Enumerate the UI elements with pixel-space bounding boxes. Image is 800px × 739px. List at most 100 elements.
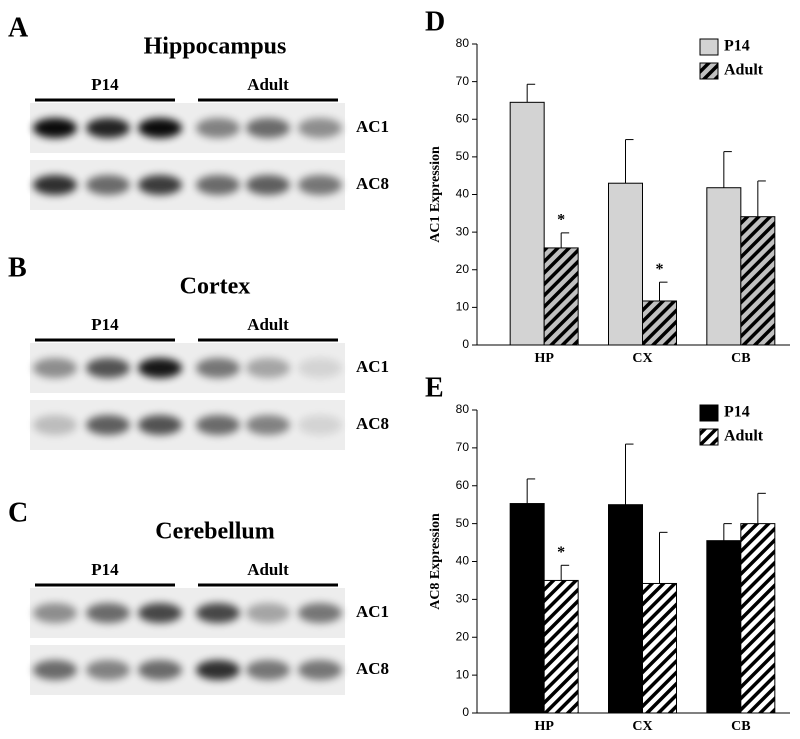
blot-band — [138, 358, 182, 378]
blot-strip — [30, 400, 345, 450]
row-label: AC1 — [356, 117, 389, 136]
blot-band — [298, 175, 342, 195]
significance-star: * — [557, 212, 565, 229]
blot-band — [86, 415, 130, 435]
y-axis-label: AC1 Expression — [428, 146, 443, 243]
panel-label: B — [8, 252, 27, 283]
blot-band — [86, 660, 130, 680]
row-label: AC8 — [356, 414, 389, 433]
bar — [706, 540, 742, 714]
blot-band — [138, 415, 182, 435]
row-label: AC1 — [356, 602, 389, 621]
blot-band — [196, 358, 240, 378]
blot-band — [298, 118, 342, 138]
blot-title: Cortex — [180, 274, 251, 300]
bar — [509, 503, 545, 714]
y-tick-label: 60 — [456, 111, 470, 125]
blot-band — [138, 603, 182, 623]
blot-band — [298, 660, 342, 680]
legend-label: Adult — [724, 62, 764, 79]
y-tick-label: 0 — [462, 705, 469, 719]
group-label: Adult — [247, 560, 289, 579]
significance-star: * — [656, 261, 664, 278]
blot-band — [86, 603, 130, 623]
blot-band — [196, 118, 240, 138]
legend-label: Adult — [724, 428, 764, 445]
blot-band — [138, 660, 182, 680]
y-tick-label: 50 — [456, 516, 470, 530]
y-tick-label: 50 — [456, 149, 470, 163]
group-label: Adult — [247, 315, 289, 334]
x-tick-label: CX — [632, 719, 652, 734]
x-tick-label: HP — [534, 351, 554, 366]
bar — [740, 216, 776, 346]
y-axis-label: AC8 Expression — [428, 513, 443, 610]
significance-star: * — [557, 544, 565, 561]
blot-strip — [30, 103, 345, 153]
blot-band — [86, 358, 130, 378]
blot-band — [86, 175, 130, 195]
bar — [608, 504, 643, 714]
error-bar — [723, 523, 732, 541]
y-tick-label: 20 — [456, 629, 470, 643]
bar — [740, 523, 776, 714]
bar — [608, 182, 643, 346]
error-bar — [723, 151, 732, 188]
legend-swatch — [699, 62, 719, 80]
error-bar — [659, 281, 668, 301]
blot-band — [33, 358, 77, 378]
y-tick-label: 20 — [456, 262, 470, 276]
blot-band — [33, 660, 77, 680]
x-tick-label: CB — [731, 351, 750, 366]
blot-strip — [30, 645, 345, 695]
row-label: AC8 — [356, 659, 389, 678]
x-tick-label: CB — [731, 719, 750, 734]
y-tick-label: 80 — [456, 402, 470, 416]
error-bar — [625, 443, 634, 505]
group-label: Adult — [247, 75, 289, 94]
blot-band — [196, 175, 240, 195]
blot-band — [246, 660, 290, 680]
y-tick-label: 70 — [456, 440, 470, 454]
error-bar — [659, 531, 668, 584]
y-tick-label: 80 — [456, 36, 470, 50]
blot-band — [246, 415, 290, 435]
y-tick-label: 60 — [456, 478, 470, 492]
y-tick-label: 10 — [456, 667, 470, 681]
y-tick-label: 70 — [456, 74, 470, 88]
blot-band — [196, 660, 240, 680]
blot-band — [33, 603, 77, 623]
blot-strip — [30, 343, 345, 393]
y-tick-label: 10 — [456, 300, 470, 314]
y-tick-label: 0 — [462, 337, 469, 351]
y-tick-label: 30 — [456, 592, 470, 606]
blot-title: Cerebellum — [155, 519, 275, 545]
legend-swatch — [699, 404, 719, 422]
error-bar — [560, 232, 570, 248]
panel-label: E — [425, 372, 444, 403]
blot-band — [138, 118, 182, 138]
blot-band — [246, 175, 290, 195]
row-label: AC8 — [356, 174, 389, 193]
panel-label: C — [8, 497, 28, 528]
bar — [543, 579, 579, 714]
blot-band — [298, 603, 342, 623]
blot-band — [33, 118, 77, 138]
blot-strip — [30, 588, 345, 638]
group-label: P14 — [91, 315, 119, 334]
legend-label: P14 — [724, 38, 750, 55]
bar — [543, 247, 579, 346]
group-label: P14 — [91, 75, 119, 94]
bar — [509, 101, 545, 346]
bar — [642, 300, 677, 346]
blot-band — [246, 603, 290, 623]
legend-swatch — [699, 428, 719, 446]
blot-band — [196, 603, 240, 623]
error-bar — [757, 180, 766, 217]
blot-band — [138, 175, 182, 195]
error-bar — [526, 83, 536, 103]
blot-band — [196, 415, 240, 435]
group-label: P14 — [91, 560, 119, 579]
blot-strip — [30, 160, 345, 210]
